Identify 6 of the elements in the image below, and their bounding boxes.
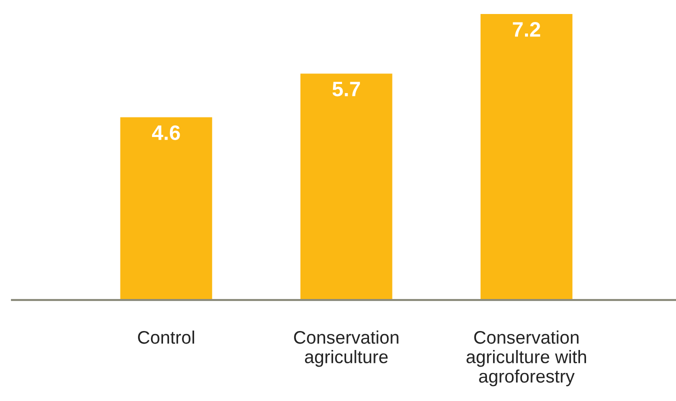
x-tick-label: Control: [138, 330, 194, 344]
x-tick-label: Conservation agriculture with agroforestry: [466, 330, 586, 386]
data-label: 5.7: [332, 82, 360, 96]
data-label: 7.2: [512, 22, 540, 37]
x-tick-label: Conservation agriculture: [294, 330, 398, 367]
data-label: 4.6: [152, 125, 180, 140]
